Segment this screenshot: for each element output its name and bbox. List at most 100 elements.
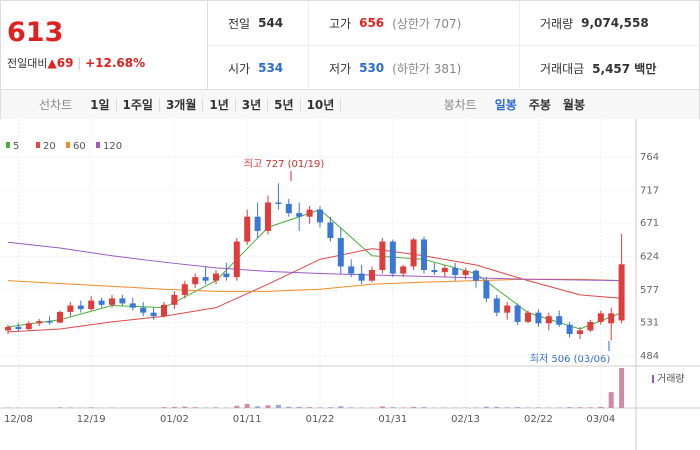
candle-body: [504, 305, 511, 313]
x-tick-label: 01/31: [378, 414, 407, 425]
period-button[interactable]: 1일: [84, 98, 117, 112]
ma-line: [7, 241, 622, 282]
x-tick-label: 01/22: [306, 414, 335, 425]
candle-body: [150, 312, 157, 317]
candle-body: [535, 312, 542, 324]
candle-body: [57, 311, 63, 323]
volume-bar: [182, 406, 188, 408]
candle-period-button[interactable]: 월봉: [562, 98, 585, 112]
candle-body: [431, 270, 438, 273]
y-tick-label: 531: [640, 318, 659, 329]
period-button[interactable]: 10년: [300, 98, 342, 112]
toolbar: 선차트 1일 1주일 3개월 1년 3년 5년 10년 봉차트 일봉 주봉 월봉: [0, 89, 700, 120]
candle-body: [618, 264, 625, 321]
candle-body: [213, 273, 219, 281]
volume-bar: [359, 407, 365, 408]
volume-bar: [494, 406, 500, 408]
candle-body: [306, 209, 313, 217]
line-chart-label: 선차트: [39, 98, 73, 112]
x-tick-label: 02/22: [524, 414, 553, 425]
candle-body: [254, 216, 261, 231]
volume-bar: [275, 404, 281, 408]
candle-body: [545, 316, 552, 324]
candle-body: [400, 266, 407, 274]
info-extra: (하한가 381): [392, 61, 462, 76]
volume-bar: [255, 406, 261, 408]
x-tick-label: 01/11: [233, 414, 262, 425]
legend-swatch: [36, 142, 40, 148]
volume-bar: [535, 407, 541, 408]
candle-body: [337, 238, 344, 267]
period-button[interactable]: 3년: [235, 98, 269, 112]
candle-body: [379, 241, 386, 271]
volume-bar: [265, 405, 271, 408]
candle-body: [181, 284, 188, 295]
candle-body: [88, 300, 95, 310]
candle-body: [285, 203, 292, 214]
candle-body: [171, 294, 178, 305]
candle-body: [566, 324, 573, 334]
candle-body: [462, 270, 469, 275]
volume-bar: [525, 407, 531, 408]
info-cell: 거래량 9,074,558: [519, 1, 649, 45]
volume-bar: [203, 407, 209, 408]
change: 전일대비▲69 | +12.68%: [7, 56, 146, 70]
volume-bar: [213, 407, 219, 408]
candle-body: [473, 270, 479, 281]
price: 613: [7, 17, 64, 48]
info-label: 거래대금: [540, 61, 585, 76]
period-button[interactable]: 1년: [203, 98, 236, 112]
change-rate: +12.68%: [85, 56, 146, 70]
period-button[interactable]: 1주일: [116, 98, 160, 112]
candle-body: [98, 300, 105, 305]
info-value: 544: [258, 16, 284, 30]
y-tick-label: 671: [640, 218, 659, 229]
candle-body: [483, 280, 490, 299]
candle-body: [421, 239, 427, 271]
candle-body: [223, 273, 230, 278]
candle-body: [77, 305, 84, 310]
volume-bar: [411, 406, 417, 408]
volume-bar: [67, 407, 73, 408]
volume-bar: [317, 407, 323, 408]
volume-bar: [483, 406, 489, 408]
volume-bar: [515, 407, 521, 408]
volume-bar: [577, 407, 583, 408]
info-cell: 전일 544: [208, 15, 308, 32]
volume-bar: [421, 407, 427, 408]
x-tick-label: 03/04: [586, 414, 615, 425]
high-annotation: 최고 727 (01/19): [244, 158, 325, 170]
candle-body: [5, 326, 11, 331]
low-annotation: 최저 506 (03/06): [530, 353, 611, 365]
candle-body: [67, 305, 74, 312]
info-row: 시가 534 저가 530 (하한가 381) 거래대금 5,457 백만: [208, 45, 699, 90]
period-button[interactable]: 3개월: [159, 98, 204, 112]
volume-bar: [348, 407, 354, 408]
info-cell: 저가 530 (하한가 381): [308, 46, 519, 90]
candle-body: [46, 321, 53, 323]
candle-body: [202, 277, 209, 281]
candle-body: [358, 273, 365, 281]
info-value: 656: [359, 16, 385, 30]
x-tick-label: 12/08: [4, 414, 33, 425]
x-tick-label: 12/19: [77, 414, 106, 425]
candle-body: [348, 266, 355, 274]
candle-body: [597, 313, 604, 322]
period-button[interactable]: 5년: [268, 98, 301, 112]
candle-body: [608, 313, 615, 324]
candle-body: [265, 202, 271, 231]
candle-period-button[interactable]: 주봉: [528, 98, 551, 112]
volume-bar: [473, 407, 479, 408]
volume-bar: [598, 406, 604, 408]
volume-bar: [161, 407, 167, 408]
x-tick-label: 01/02: [160, 414, 189, 425]
quote-header: 613 전일대비▲69 | +12.68% 전일 544 고가 656 (상한가 707…: [0, 0, 700, 90]
volume-bar: [234, 405, 240, 408]
info-label: 시가: [228, 61, 251, 76]
candle-body: [275, 202, 282, 204]
volume-legend-swatch: [652, 375, 654, 383]
change-value: ▲69: [47, 56, 74, 70]
candle-period-button[interactable]: 일봉: [494, 98, 517, 112]
info-label: 전일: [228, 16, 251, 31]
